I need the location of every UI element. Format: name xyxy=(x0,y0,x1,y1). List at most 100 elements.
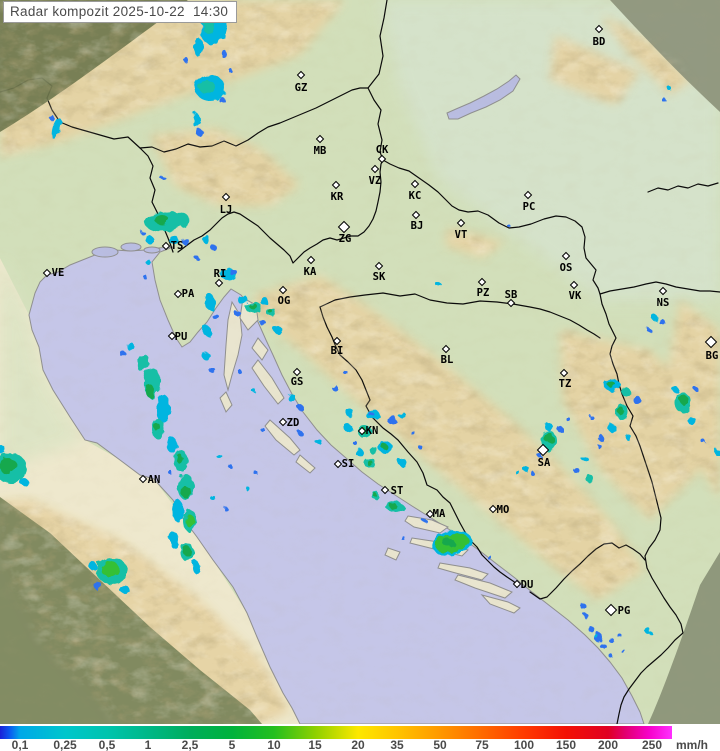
station-layer: GZ BD MB CK VZ KR KC LJ PC BJ VT ZG TS KA SK OS VE RI PZ SB… xyxy=(42,24,719,617)
station-label: VK xyxy=(569,290,582,302)
station-diamond-icon xyxy=(506,298,516,308)
station-KN: KN xyxy=(357,425,379,437)
radar-map-canvas: GZ BD MB CK VZ KR KC LJ PC BJ VT ZG TS KA SK OS VE RI PZ SB… xyxy=(0,0,720,724)
station-diamond-icon xyxy=(410,179,420,189)
legend-tick: 250 xyxy=(641,738,663,751)
station-diamond-icon xyxy=(374,261,384,271)
station-diamond-icon xyxy=(315,134,325,144)
station-GS: GS xyxy=(291,367,303,388)
precipitation-legend: 0,1 0,25 0,5 1 2,5 5 10 15 20 35 50 75 100 150 200 250 … xyxy=(0,724,720,751)
station-GZ: GZ xyxy=(295,70,307,94)
station-label: LJ xyxy=(220,204,233,216)
station-diamond-icon xyxy=(167,331,177,341)
station-VT: VT xyxy=(455,218,467,241)
legend-tick: 75 xyxy=(475,738,489,751)
station-label: SA xyxy=(538,457,551,469)
legend-tick: 0,5 xyxy=(98,738,116,751)
station-AN: AN xyxy=(138,474,160,486)
station-ST: ST xyxy=(380,485,403,497)
station-OS: OS xyxy=(560,251,573,274)
station-label: BJ xyxy=(411,220,424,232)
station-diamond-icon xyxy=(296,70,306,80)
station-label: RI xyxy=(214,268,227,280)
station-label: NS xyxy=(657,297,670,309)
station-label: OS xyxy=(560,262,573,274)
station-KR: KR xyxy=(331,180,344,203)
legend-tick: 200 xyxy=(597,738,619,751)
legend-tick: 10 xyxy=(267,738,281,751)
station-label: SI xyxy=(342,458,355,470)
legend-tick: 0,25 xyxy=(53,738,77,751)
legend-tick: 100 xyxy=(513,738,535,751)
station-VZ: VZ xyxy=(369,164,382,187)
station-VE: VE xyxy=(42,267,65,279)
station-label: PC xyxy=(523,201,536,213)
legend-tick: 150 xyxy=(555,738,577,751)
station-label: BI xyxy=(331,345,344,357)
station-SA: SA xyxy=(536,443,551,469)
station-label: VZ xyxy=(369,175,382,187)
station-label: MB xyxy=(314,145,327,157)
station-BL: BL xyxy=(441,344,454,366)
station-diamond-icon xyxy=(332,336,342,346)
station-diamond-icon xyxy=(333,459,343,469)
station-label: BL xyxy=(441,354,454,366)
station-BJ: BJ xyxy=(411,210,424,232)
station-OG: OG xyxy=(278,285,290,307)
station-MB: MB xyxy=(314,134,327,157)
station-label: BG xyxy=(706,350,719,362)
station-SK: SK xyxy=(373,261,386,283)
station-PA: PA xyxy=(173,288,195,300)
station-diamond-icon xyxy=(523,190,533,200)
station-label: VE xyxy=(52,267,65,279)
station-label: MO xyxy=(497,504,510,516)
station-TZ: TZ xyxy=(559,368,572,390)
station-diamond-icon xyxy=(658,286,668,296)
station-PZ: PZ xyxy=(477,277,489,299)
station-MA: MA xyxy=(425,508,446,520)
station-label: BD xyxy=(593,36,606,48)
station-diamond-icon xyxy=(278,417,288,427)
station-diamond-icon xyxy=(441,344,451,354)
station-label: TS xyxy=(171,240,184,252)
station-label: PA xyxy=(182,288,195,300)
legend-tick: 1 xyxy=(144,738,152,751)
station-MO: MO xyxy=(488,504,510,516)
station-TS: TS xyxy=(161,240,184,252)
station-CK: CK xyxy=(376,144,389,164)
legend-unit-label: mm/h xyxy=(676,738,709,751)
station-LJ: LJ xyxy=(220,192,233,216)
station-diamond-icon xyxy=(331,180,341,190)
station-diamond-icon xyxy=(488,504,498,514)
station-diamond-icon xyxy=(214,278,224,288)
station-KC: KC xyxy=(409,179,422,202)
station-diamond-icon xyxy=(292,367,302,377)
terrain-noise xyxy=(0,0,720,724)
station-label: ZD xyxy=(287,417,300,429)
station-diamond-icon xyxy=(161,241,171,251)
station-diamond-icon xyxy=(477,277,487,287)
station-diamond-icon xyxy=(411,210,421,220)
station-label: MA xyxy=(433,508,446,520)
station-BI: BI xyxy=(331,336,344,357)
station-label: PG xyxy=(618,605,631,617)
station-diamond-icon xyxy=(337,220,351,234)
station-PG: PG xyxy=(604,603,631,617)
station-PU: PU xyxy=(167,331,187,343)
station-diamond-icon xyxy=(561,251,571,261)
legend-tick: 2,5 xyxy=(181,738,199,751)
station-label: TZ xyxy=(559,378,572,390)
station-diamond-icon xyxy=(456,218,466,228)
station-label: KN xyxy=(366,425,379,437)
station-SI: SI xyxy=(333,458,355,470)
radar-echoes xyxy=(0,11,720,657)
station-label: KC xyxy=(409,190,422,202)
legend-tick: 15 xyxy=(308,738,322,751)
station-diamond-icon xyxy=(138,474,148,484)
station-diamond-icon xyxy=(42,268,52,278)
station-ZG: ZG xyxy=(337,220,351,245)
station-label: SB xyxy=(505,289,518,301)
legend-tick: 20 xyxy=(351,738,365,751)
station-diamond-icon xyxy=(306,255,316,265)
